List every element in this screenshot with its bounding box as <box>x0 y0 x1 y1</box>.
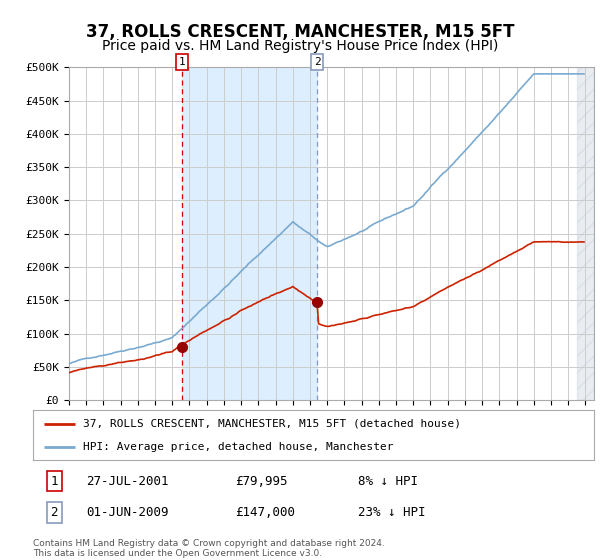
Text: 27-JUL-2001: 27-JUL-2001 <box>86 475 169 488</box>
Text: £79,995: £79,995 <box>235 475 287 488</box>
Text: 2: 2 <box>314 57 320 67</box>
Text: 1: 1 <box>179 57 185 67</box>
Text: Contains HM Land Registry data © Crown copyright and database right 2024.
This d: Contains HM Land Registry data © Crown c… <box>33 539 385 558</box>
Text: 01-JUN-2009: 01-JUN-2009 <box>86 506 169 519</box>
Text: 8% ↓ HPI: 8% ↓ HPI <box>358 475 418 488</box>
Text: Price paid vs. HM Land Registry's House Price Index (HPI): Price paid vs. HM Land Registry's House … <box>102 39 498 53</box>
Text: 1: 1 <box>50 475 58 488</box>
Text: 37, ROLLS CRESCENT, MANCHESTER, M15 5FT (detached house): 37, ROLLS CRESCENT, MANCHESTER, M15 5FT … <box>83 418 461 428</box>
Text: 37, ROLLS CRESCENT, MANCHESTER, M15 5FT: 37, ROLLS CRESCENT, MANCHESTER, M15 5FT <box>86 24 514 41</box>
Text: 2: 2 <box>50 506 58 519</box>
Bar <box>577 67 594 400</box>
Bar <box>182 67 317 400</box>
Text: 23% ↓ HPI: 23% ↓ HPI <box>358 506 426 519</box>
Text: £147,000: £147,000 <box>235 506 295 519</box>
Text: HPI: Average price, detached house, Manchester: HPI: Average price, detached house, Manc… <box>83 442 394 452</box>
